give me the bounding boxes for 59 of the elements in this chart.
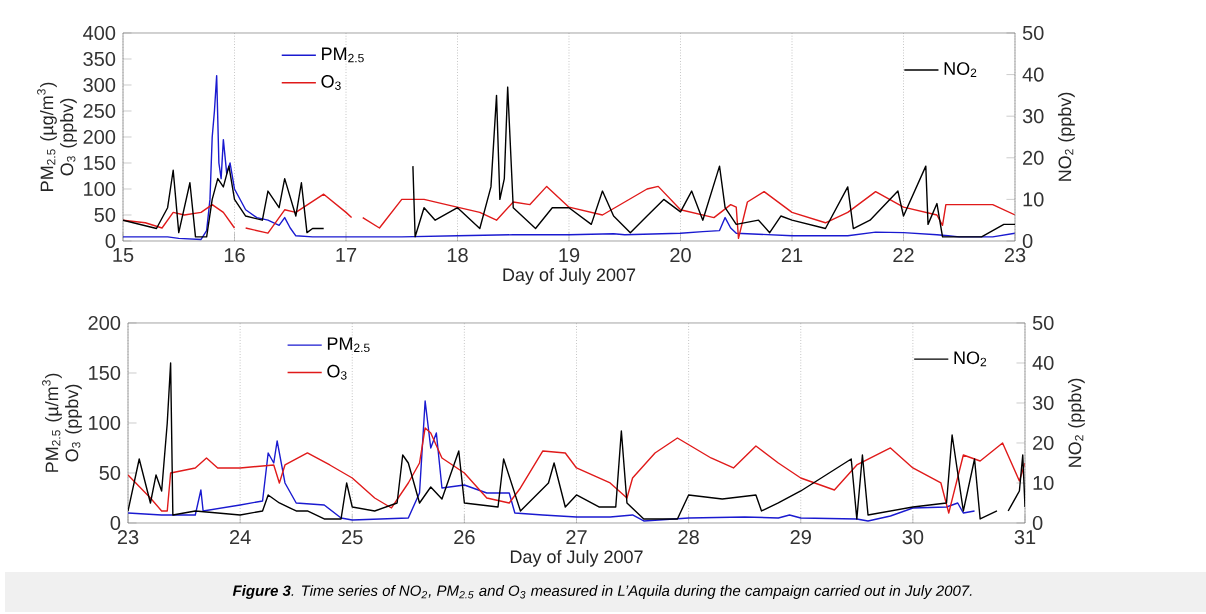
x-tick-label: 15 (113, 248, 134, 262)
y-tick-label: 200 (88, 315, 121, 331)
y2-tick-label: 50 (1022, 25, 1044, 41)
x-tick-label: 30 (902, 530, 924, 545)
x-axis-title: Day of July 2007 (503, 267, 636, 285)
x-tick-label: 26 (454, 530, 475, 545)
y-tick-label: 100 (89, 415, 121, 431)
x-tick-label: 29 (790, 530, 811, 545)
x-tick-label: 23 (1004, 248, 1026, 263)
y2-tick-label: 0 (1022, 233, 1033, 249)
y-tick-label: 150 (84, 155, 116, 171)
line-series (128, 400, 976, 522)
x-tick-label: 25 (342, 530, 363, 545)
text: Figure 3. Time series of NO$_{2}$, PM$_{2.5}$ and O$_{3}$ measured in L’Aquila during the campaign carried out in July 2007. (232, 585, 972, 599)
x-tick-label: 23 (117, 530, 139, 545)
y-tick-label: 250 (83, 103, 116, 119)
x-tick-label: 19 (559, 248, 580, 263)
y-tick-label: 0 (105, 233, 116, 249)
y-tick-label: 300 (83, 77, 116, 93)
y2-tick-label: 10 (1023, 192, 1044, 207)
y-tick-label: 350 (83, 51, 116, 67)
legend-label: PM$_{2.5}$ (322, 47, 364, 63)
y-tick-label: 200 (83, 129, 116, 145)
x-tick-label: 21 (781, 248, 803, 263)
y-tick-label: 0 (110, 515, 121, 531)
x-tick-label: 22 (893, 248, 914, 263)
y2-axis-title: NO$_{2}$ (ppbv) (1058, 92, 1075, 181)
y2-axis-title: NO$_{2}$ (ppbv) (1068, 378, 1085, 467)
legend-label: O$_{3}$ (321, 75, 341, 90)
text: PM$_{2.5}$ (µ/m$^{3}$) O$_{3}$ (ppbv) (42, 373, 82, 472)
y2-tick-label: 30 (1022, 109, 1044, 124)
y2-tick-label: 0 (1032, 515, 1043, 531)
y-tick-label: 50 (99, 465, 121, 481)
y2-tick-label: 30 (1032, 395, 1054, 411)
x-tick-label: 16 (224, 248, 245, 263)
x-tick-label: 20 (670, 248, 691, 263)
y2-tick-label: 50 (1032, 315, 1054, 331)
legend-label: PM$_{2.5}$ (327, 337, 370, 353)
y-tick-label: 150 (89, 365, 121, 381)
legend-label: NO$_{2}$ (954, 351, 987, 367)
x-tick-label: 18 (447, 248, 468, 263)
text: PM$_{2.5}$ (µg/m$^{3}$) O$_{3}$ (ppbv) (37, 82, 77, 191)
x-axis-title: Day of July 2007 (510, 549, 643, 567)
y-tick-label: 400 (83, 25, 116, 41)
y-tick-label: 50 (94, 207, 116, 223)
x-tick-label: 28 (678, 530, 699, 545)
x-tick-label: 31 (1014, 530, 1036, 545)
y2-tick-label: 10 (1033, 475, 1054, 491)
x-tick-label: 24 (230, 530, 251, 545)
legend-label: NO$_{2}$ (944, 62, 977, 77)
legend-label: O$_{3}$ (327, 364, 347, 380)
y2-tick-label: 40 (1022, 67, 1044, 82)
line-series (128, 427, 1025, 514)
y2-tick-label: 20 (1033, 435, 1054, 451)
y-tick-label: 100 (84, 181, 116, 197)
x-tick-label: 17 (336, 248, 357, 262)
y2-tick-label: 20 (1023, 150, 1044, 165)
x-tick-label: 27 (566, 530, 587, 545)
y2-tick-label: 40 (1032, 355, 1054, 371)
